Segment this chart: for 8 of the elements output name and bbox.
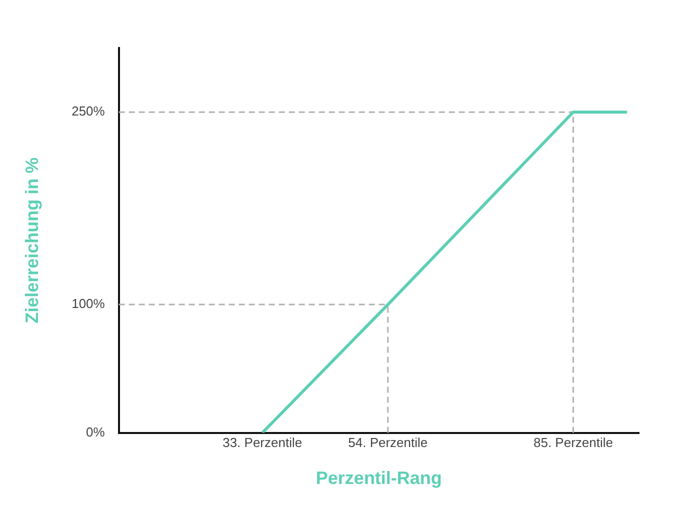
y-tick-label: 0% xyxy=(86,424,106,440)
y-tick-label: 100% xyxy=(72,296,106,312)
x-axis-title: Perzentil-Rang xyxy=(316,468,442,488)
y-tick-label: 250% xyxy=(72,104,106,119)
x-tick-label: 85. Perzentile xyxy=(533,435,613,450)
x-tick-label: 33. Perzentile xyxy=(222,435,302,450)
x-tick-label: 54. Perzentile xyxy=(348,435,428,450)
y-axis-title: Zielerreichung in % xyxy=(22,157,42,324)
